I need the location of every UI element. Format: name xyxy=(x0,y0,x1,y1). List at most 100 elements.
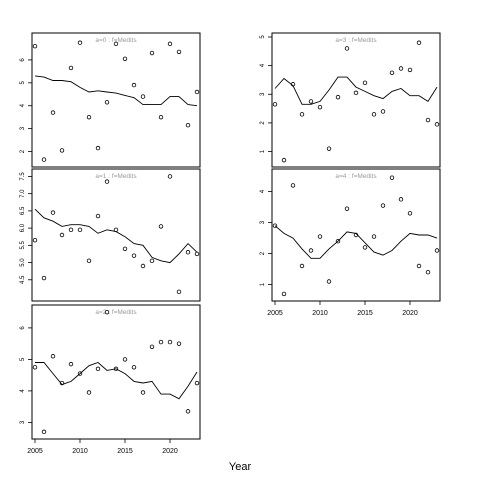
data-point xyxy=(299,263,305,269)
y-tick-label: 6 xyxy=(20,326,26,330)
data-point xyxy=(104,309,110,315)
data-point xyxy=(344,46,350,51)
data-point xyxy=(68,65,74,71)
data-point xyxy=(158,339,164,345)
smooth-line xyxy=(274,225,438,259)
data-point xyxy=(185,122,191,128)
y-tick-label: 5.0 xyxy=(20,258,26,267)
y-tick-label: 6.0 xyxy=(20,223,26,232)
panel-title: a=4 : f=Medits xyxy=(335,173,377,180)
data-point xyxy=(398,197,404,202)
panel-1: 4.5 5.0 5.5 6.0 6.5 7.0 7.5 a=1 : f=Medits xyxy=(20,168,201,302)
data-point xyxy=(158,114,164,120)
data-point xyxy=(335,94,341,100)
y-tick-label: 6 xyxy=(20,58,26,62)
panel-frame xyxy=(31,304,201,440)
y-tick-label: 4.5 xyxy=(20,275,26,284)
data-point xyxy=(140,263,146,269)
data-point xyxy=(140,390,146,395)
x-tick-label: 2020 xyxy=(402,310,418,317)
data-point xyxy=(176,341,182,346)
data-point xyxy=(32,237,38,243)
data-point xyxy=(104,100,110,105)
panel-title: a=0 : f=Medits xyxy=(95,37,137,44)
data-point xyxy=(425,117,431,123)
data-point xyxy=(167,41,173,47)
data-point xyxy=(77,371,83,376)
panel-2: 3 4 5 6 2005 2010 2015 2020 a=2 : f=Medits xyxy=(20,304,201,455)
data-point xyxy=(272,223,278,228)
y-tick-label: 3 xyxy=(260,92,266,96)
data-point xyxy=(41,157,47,162)
panel-title: a=1 : f=Medits xyxy=(95,173,137,180)
data-point xyxy=(86,258,92,264)
data-point xyxy=(185,409,191,414)
data-point xyxy=(149,50,155,56)
x-axis-title: Year xyxy=(229,461,252,473)
data-point xyxy=(176,49,182,55)
data-point xyxy=(113,366,119,372)
data-point xyxy=(59,148,65,153)
y-tick-label: 4 xyxy=(20,103,26,107)
data-point xyxy=(281,291,287,297)
data-point xyxy=(407,211,413,216)
data-point xyxy=(122,56,128,61)
panel-frame xyxy=(31,168,201,302)
data-point xyxy=(50,110,56,115)
y-tick-label: 4 xyxy=(260,189,266,193)
panel-frame xyxy=(31,32,201,168)
y-tick-label: 5.5 xyxy=(20,241,26,250)
data-point xyxy=(167,174,173,179)
panel-4: 1 2 3 4 2005 2010 2015 2020 a=4 : f=Medits xyxy=(260,168,441,317)
data-point xyxy=(77,227,83,233)
data-point xyxy=(416,263,422,269)
data-point xyxy=(194,380,200,386)
data-point xyxy=(176,289,182,295)
data-point xyxy=(344,206,350,211)
x-tick-label: 2005 xyxy=(267,310,283,317)
data-point xyxy=(290,82,296,87)
data-point xyxy=(32,365,38,370)
data-point xyxy=(50,354,56,359)
y-tick-label: 2 xyxy=(260,121,266,125)
data-point xyxy=(380,203,386,208)
data-point xyxy=(299,112,305,117)
panel-3: 1 2 3 4 5 a=3 : f=Medits xyxy=(260,32,441,168)
data-point xyxy=(281,157,287,163)
data-point xyxy=(149,258,155,264)
data-point xyxy=(326,279,332,284)
data-point xyxy=(185,250,191,255)
x-tick-label: 2015 xyxy=(117,448,133,455)
data-point xyxy=(104,179,110,184)
y-tick-label: 1 xyxy=(260,282,266,286)
y-tick-label: 4 xyxy=(260,63,266,67)
panel-title: a=2 : f=Medits xyxy=(95,309,137,316)
y-tick-label: 4 xyxy=(20,389,26,393)
data-point xyxy=(434,122,440,127)
data-point xyxy=(68,361,74,367)
panel-title: a=3 : f=Medits xyxy=(335,37,377,44)
data-point xyxy=(389,175,395,180)
y-tick-label: 1 xyxy=(260,149,266,153)
data-point xyxy=(41,275,47,281)
y-tick-label: 3 xyxy=(260,220,266,224)
y-tick-label: 7.5 xyxy=(20,172,26,181)
data-point xyxy=(95,213,101,219)
panel-frame xyxy=(271,32,441,168)
data-point xyxy=(59,380,65,386)
y-tick-label: 5 xyxy=(20,357,26,361)
data-point xyxy=(131,82,137,88)
x-tick-label: 2020 xyxy=(162,448,178,455)
smooth-line xyxy=(34,75,198,107)
y-tick-label: 2 xyxy=(260,251,266,255)
data-point xyxy=(398,66,404,71)
y-tick-label: 2 xyxy=(20,149,26,153)
data-point xyxy=(113,41,119,47)
data-point xyxy=(113,227,119,233)
data-point xyxy=(425,270,431,275)
data-point xyxy=(434,248,440,253)
data-point xyxy=(335,238,341,244)
data-point xyxy=(380,109,386,114)
x-tick-label: 2015 xyxy=(357,310,373,317)
data-point xyxy=(371,112,377,117)
